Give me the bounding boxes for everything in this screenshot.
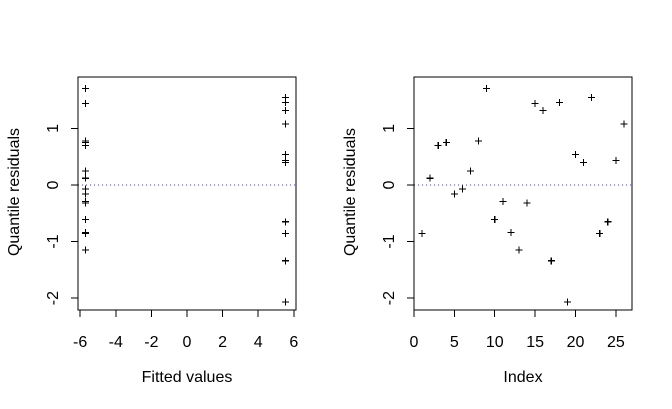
plus-marker bbox=[539, 106, 547, 114]
plus-marker bbox=[81, 167, 89, 175]
plus-marker bbox=[281, 298, 289, 306]
y-tick-label: 1 bbox=[45, 124, 62, 133]
x-tick-label: -4 bbox=[109, 334, 123, 351]
plus-marker bbox=[571, 150, 579, 158]
x-axis: 0 5 10 15 20 25 bbox=[410, 310, 625, 351]
x-tick-label: 4 bbox=[254, 334, 263, 351]
plus-marker bbox=[523, 199, 531, 207]
x-tick-label: 25 bbox=[607, 334, 625, 351]
plus-marker bbox=[426, 174, 434, 182]
plus-marker bbox=[596, 230, 604, 238]
plus-marker bbox=[475, 137, 483, 145]
plus-marker bbox=[281, 157, 289, 165]
plus-marker bbox=[281, 93, 289, 101]
plus-marker bbox=[81, 84, 89, 92]
x-tick-label: 6 bbox=[289, 334, 298, 351]
plus-marker bbox=[588, 93, 596, 101]
x-tick-label: -6 bbox=[73, 334, 87, 351]
x-tick-label: 0 bbox=[410, 334, 419, 351]
x-axis-title: Fitted values bbox=[141, 369, 233, 386]
plus-marker bbox=[81, 199, 89, 207]
x-axis-title: Index bbox=[503, 369, 543, 386]
plus-marker bbox=[81, 100, 89, 108]
plus-marker bbox=[442, 139, 450, 147]
plus-marker bbox=[81, 246, 89, 254]
plus-marker bbox=[81, 185, 89, 193]
x-tick-label: -2 bbox=[144, 334, 158, 351]
y-axis-title: Quantile residuals bbox=[6, 127, 23, 257]
residuals-vs-index-panel: 0 5 10 15 20 25 -2 -1 0 1 Index Quantile residual… bbox=[336, 0, 672, 409]
plus-marker bbox=[467, 167, 475, 175]
y-tick-label: -1 bbox=[381, 234, 398, 248]
x-tick-label: 15 bbox=[526, 334, 544, 351]
plus-marker bbox=[555, 98, 563, 106]
plus-marker bbox=[483, 84, 491, 92]
y-tick-label: -1 bbox=[45, 234, 62, 248]
plus-marker bbox=[547, 257, 555, 265]
plus-marker bbox=[81, 229, 89, 237]
residuals-vs-index-plot-svg: 0 5 10 15 20 25 -2 -1 0 1 bbox=[381, 76, 633, 351]
plus-marker bbox=[515, 246, 523, 254]
y-tick-label: 0 bbox=[45, 180, 62, 189]
plus-marker bbox=[81, 216, 89, 224]
plus-marker bbox=[281, 218, 289, 226]
plus-marker bbox=[491, 216, 499, 224]
plus-marker bbox=[81, 174, 89, 182]
x-tick-label: 10 bbox=[486, 334, 504, 351]
plus-marker bbox=[434, 141, 442, 149]
plot-box bbox=[77, 76, 297, 311]
y-tick-label: 1 bbox=[381, 124, 398, 133]
plus-marker bbox=[507, 229, 515, 237]
y-axis-title: Quantile residuals bbox=[342, 127, 359, 257]
plus-marker bbox=[458, 185, 466, 193]
plus-marker bbox=[580, 158, 588, 166]
data-points bbox=[418, 84, 628, 306]
plus-marker bbox=[531, 100, 539, 108]
x-tick-label: 20 bbox=[567, 334, 585, 351]
data-points bbox=[81, 84, 289, 306]
plus-marker bbox=[499, 197, 507, 205]
plus-marker bbox=[281, 150, 289, 158]
y-tick-label: -2 bbox=[45, 291, 62, 305]
plus-marker bbox=[281, 230, 289, 238]
plus-marker bbox=[563, 298, 571, 306]
y-axis: -2 -1 0 1 bbox=[381, 124, 414, 305]
plus-marker bbox=[612, 157, 620, 165]
x-tick-label: 0 bbox=[183, 334, 192, 351]
plus-marker bbox=[81, 137, 89, 145]
plus-marker bbox=[281, 120, 289, 128]
plus-marker bbox=[281, 106, 289, 114]
plus-marker bbox=[604, 218, 612, 226]
x-tick-label: 2 bbox=[218, 334, 227, 351]
x-axis: -6 -4 -2 0 2 4 6 bbox=[73, 310, 298, 351]
plus-marker bbox=[418, 230, 426, 238]
y-tick-label: 0 bbox=[381, 180, 398, 189]
plus-marker bbox=[620, 120, 628, 128]
residuals-vs-fitted-panel: -6 -4 -2 0 2 4 6 -2 -1 0 1 Fitted values Quantile … bbox=[6, 76, 298, 386]
residuals-vs-fitted-plot-svg: -6 -4 -2 0 2 4 6 -2 -1 0 1 bbox=[45, 76, 298, 351]
y-axis: -2 -1 0 1 bbox=[45, 124, 78, 305]
plus-marker bbox=[281, 257, 289, 265]
plot-box bbox=[413, 76, 633, 311]
y-tick-label: -2 bbox=[381, 291, 398, 305]
plus-marker bbox=[450, 190, 458, 198]
x-tick-label: 5 bbox=[450, 334, 459, 351]
